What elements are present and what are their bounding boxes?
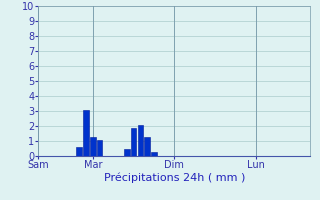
Bar [144,137,150,156]
Bar [151,152,157,156]
X-axis label: Précipitations 24h ( mm ): Précipitations 24h ( mm ) [104,173,245,183]
Bar [90,137,96,156]
Bar [76,147,82,156]
Bar [138,124,143,156]
Bar [97,140,102,156]
Bar [124,148,130,156]
Bar [83,110,89,156]
Bar [131,128,136,156]
